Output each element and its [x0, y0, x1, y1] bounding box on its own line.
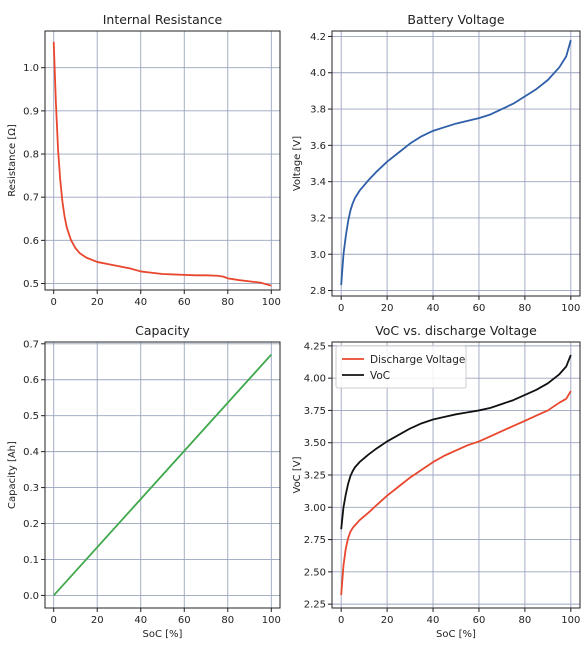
x-tick-label: 80	[519, 615, 532, 626]
y-tick-label: 2.50	[304, 567, 326, 578]
series-line-1	[340, 390, 572, 596]
legend-box	[335, 345, 467, 389]
y-tick-label: 0.2	[23, 519, 39, 530]
legend: Discharge Voltage VoC	[335, 345, 467, 389]
plot-frame	[331, 341, 581, 609]
chart-title: Capacity	[135, 323, 190, 338]
series-line-2	[340, 354, 572, 530]
y-tick-label: 0.6	[23, 236, 39, 247]
y-tick-label: 2.75	[304, 535, 326, 546]
chart-title: Battery Voltage	[407, 12, 504, 27]
x-axis-label: SoC [%]	[143, 629, 183, 640]
y-tick-label: 3.50	[304, 438, 326, 449]
x-tick-label: 0	[338, 615, 344, 626]
y-tick-label: 2.25	[304, 600, 326, 611]
x-tick-label: 20	[91, 297, 104, 308]
x-axis-label: SoC [%]	[436, 629, 476, 640]
x-tick-label: 100	[561, 615, 580, 626]
y-tick-label: 0.5	[23, 279, 39, 290]
x-tick-label: 60	[178, 297, 191, 308]
x-tick-label: 100	[561, 303, 580, 314]
y-tick-label: 0.8	[23, 150, 39, 161]
plot-frame	[331, 30, 581, 297]
x-tick-label: 60	[473, 303, 486, 314]
y-tick-label: 0.3	[23, 483, 39, 494]
chart-panel-1: 0 20 40 60 80 100 0.5 0.6 0.7 0.8 0.9 1.0 Internal R…	[7, 12, 281, 308]
x-tick-label: 100	[262, 615, 281, 626]
y-tick-label: 3.4	[310, 177, 326, 188]
x-tick-label: 20	[381, 303, 394, 314]
y-tick-label: 3.00	[304, 503, 326, 514]
x-tick-label: 40	[134, 615, 147, 626]
x-tick-label: 80	[221, 297, 234, 308]
x-tick-label: 0	[338, 303, 344, 314]
y-tick-label: 3.25	[304, 471, 326, 482]
plot-area	[45, 31, 280, 290]
y-tick-label: 1.0	[23, 63, 39, 74]
chart-title: VoC vs. discharge Voltage	[375, 323, 537, 338]
y-tick-label: 0.7	[23, 193, 39, 204]
y-tick-label: 3.75	[304, 406, 326, 417]
plot-area	[332, 31, 580, 296]
x-tick-label: 40	[427, 615, 440, 626]
series-line-1	[53, 353, 272, 597]
legend-label: VoC	[370, 370, 390, 382]
y-axis-label: VoC [V]	[292, 456, 303, 493]
x-tick-label: 60	[178, 615, 191, 626]
x-tick-label: 0	[51, 297, 57, 308]
x-tick-label: 80	[221, 615, 234, 626]
x-tick-label: 0	[51, 615, 57, 626]
y-axis-label: Resistance [Ω]	[7, 124, 18, 197]
y-axis-label: Capacity [Ah]	[7, 441, 18, 509]
y-axis-label: Voltage [V]	[292, 136, 303, 191]
y-tick-label: 0.9	[23, 106, 39, 117]
series-line-1	[340, 39, 572, 286]
chart-panel-3: 0 20 40 60 80 100 0.0 0.1 0.2 0.3 0.4 0.5 0.6 0.7 Capa…	[7, 323, 281, 640]
y-tick-label: 0.5	[23, 411, 39, 422]
x-tick-label: 40	[427, 303, 440, 314]
y-tick-label: 3.2	[310, 213, 326, 224]
x-tick-label: 20	[381, 615, 394, 626]
x-tick-label: 40	[134, 297, 147, 308]
y-tick-label: 4.2	[310, 32, 326, 43]
y-tick-label: 4.0	[310, 68, 326, 79]
y-tick-label: 2.8	[310, 286, 326, 297]
y-tick-label: 4.25	[304, 341, 326, 352]
y-tick-label: 3.8	[310, 105, 326, 116]
y-tick-label: 0.0	[23, 591, 39, 602]
plot-frame	[44, 30, 281, 291]
series-line-1	[52, 41, 272, 287]
y-tick-label: 4.00	[304, 374, 326, 385]
y-tick-label: 0.4	[23, 447, 39, 458]
y-tick-label: 0.7	[23, 339, 39, 350]
x-tick-label: 60	[473, 615, 486, 626]
plot-frame	[44, 341, 281, 609]
chart-panel-2: 0 20 40 60 80 100 2.8 3.0 3.2 3.4 3.6 3.8 4.0 4.2 Batt…	[292, 12, 581, 314]
chart-title: Internal Resistance	[103, 12, 223, 27]
x-tick-label: 100	[262, 297, 281, 308]
y-tick-label: 3.6	[310, 141, 326, 152]
legend-label: Discharge Voltage	[370, 354, 465, 366]
y-tick-label: 3.0	[310, 250, 326, 261]
chart-panel-4: 0 20 40 60 80 100 2.25 2.50 2.75 3.00 3.25 3.50 3.75…	[292, 323, 581, 640]
x-tick-label: 80	[519, 303, 532, 314]
x-tick-label: 20	[91, 615, 104, 626]
y-tick-label: 0.6	[23, 375, 39, 386]
y-tick-label: 0.1	[23, 555, 39, 566]
